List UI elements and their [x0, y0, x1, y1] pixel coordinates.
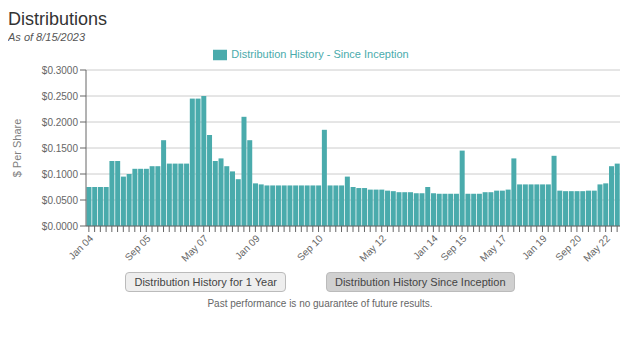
svg-text:Jan 04: Jan 04: [66, 232, 95, 261]
svg-text:May 17: May 17: [478, 232, 509, 263]
svg-text:Jan 14: Jan 14: [411, 232, 440, 261]
svg-text:$0.0500: $0.0500: [42, 195, 79, 206]
svg-text:Sep 05: Sep 05: [123, 232, 153, 262]
svg-text:$0.1000: $0.1000: [42, 169, 79, 180]
svg-text:$0.2500: $0.2500: [42, 91, 79, 102]
svg-text:$0.1500: $0.1500: [42, 143, 79, 154]
svg-text:$ Per Share: $ Per Share: [11, 119, 23, 178]
svg-text:May 07: May 07: [179, 232, 210, 263]
svg-text:Sep 20: Sep 20: [553, 232, 583, 262]
svg-text:Sep 15: Sep 15: [438, 232, 468, 262]
html-text:Distribution History - Since I: Distribution History - Since Inception: [231, 48, 409, 60]
html-text:Past performance is no guarant: Past performance is no guarantee of futu…: [207, 298, 433, 309]
html-text:As of 8/15/2023: As of 8/15/2023: [8, 31, 86, 43]
html-text:Distribution History for 1 Yea: Distribution History for 1 Year: [134, 276, 277, 288]
svg-text:Jan 09: Jan 09: [233, 232, 262, 261]
html-text:Distributions: Distributions: [8, 9, 107, 29]
svg-text:Jan 19: Jan 19: [520, 232, 549, 261]
svg-text:Sep 10: Sep 10: [295, 232, 325, 262]
svg-text:$0.3000: $0.3000: [42, 65, 79, 76]
svg-text:May 22: May 22: [581, 232, 612, 263]
svg-text:$0.0000: $0.0000: [42, 221, 79, 232]
html-text:Distribution History Since Inc: Distribution History Since Inception: [334, 276, 506, 288]
svg-text:May 12: May 12: [357, 232, 388, 263]
svg-text:$0.2000: $0.2000: [42, 117, 79, 128]
